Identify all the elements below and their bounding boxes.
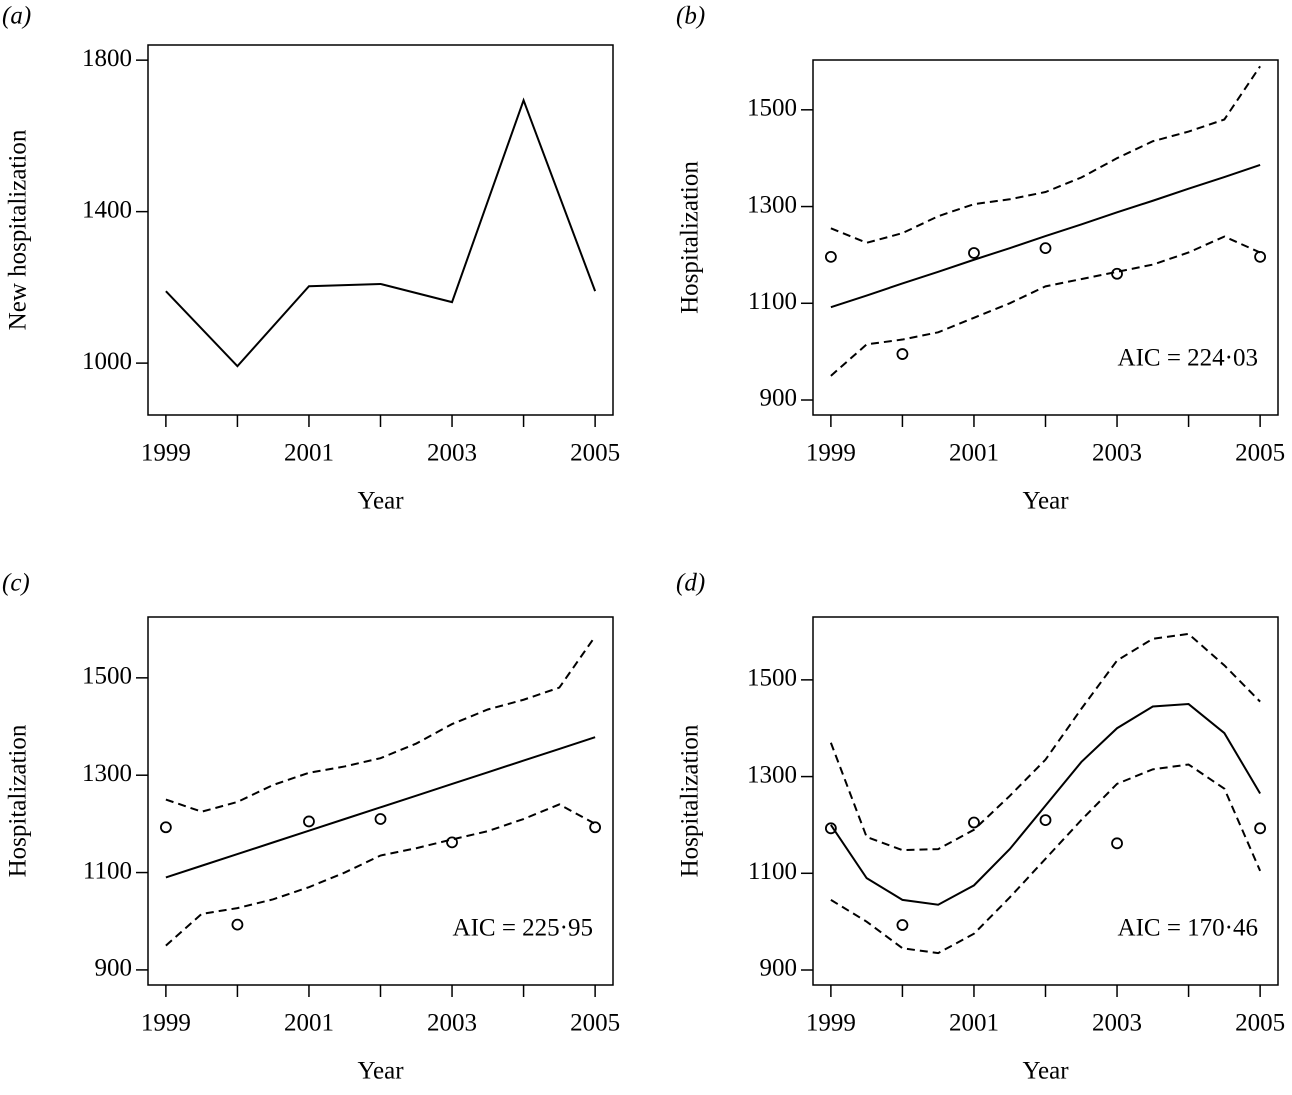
aic-annotation: AIC = 224·03 (1118, 345, 1258, 372)
panel-label: (d) (676, 570, 705, 597)
y-tick-label: 1500 (747, 95, 797, 122)
data-point (1254, 822, 1267, 835)
fit-line (830, 164, 1261, 309)
y-tick-label: 1800 (82, 45, 132, 72)
x-tick-label: 1999 (806, 1010, 856, 1037)
y-tick-label: 900 (95, 955, 133, 982)
panel-label: (a) (2, 3, 31, 30)
x-tick-label: 2001 (284, 440, 334, 467)
y-tick-label: 1100 (748, 858, 797, 885)
y-tick-label: 1500 (747, 665, 797, 692)
data-point (303, 815, 315, 828)
data-point (968, 816, 980, 829)
aic-annotation: AIC = 225·95 (453, 915, 593, 942)
upper-band (829, 632, 1261, 852)
x-tick-label: 2005 (570, 440, 620, 467)
y-tick-label: 900 (760, 385, 798, 412)
panel-label: (b) (676, 3, 705, 30)
y-axis-label: Hospitalization (677, 724, 704, 877)
y-tick-label: 1100 (748, 288, 797, 315)
panel-label: (c) (2, 570, 30, 597)
x-tick-label: 1999 (806, 440, 856, 467)
upper-band (165, 635, 596, 813)
data-point (968, 247, 980, 259)
y-tick-label: 1500 (82, 663, 132, 690)
x-axis-label: Year (1022, 488, 1069, 515)
data-point (446, 836, 458, 849)
y-tick-label: 1100 (83, 857, 132, 884)
data-point (896, 919, 909, 931)
y-axis-label: New hospitalization (5, 129, 32, 330)
plot-frame (147, 44, 614, 416)
upper-band (830, 65, 1261, 244)
x-tick-label: 2003 (427, 440, 477, 467)
lower-band (165, 803, 596, 947)
y-tick-label: 1300 (747, 761, 797, 788)
aic-annotation: AIC = 170·46 (1118, 915, 1258, 942)
lower-band (830, 763, 1262, 955)
data-point (1254, 250, 1267, 263)
x-axis-label: Year (357, 1058, 404, 1085)
data-point (824, 822, 837, 835)
data-line (165, 97, 597, 368)
y-axis-label: Hospitalization (5, 724, 32, 877)
x-axis-label: Year (1022, 1058, 1069, 1085)
data-point (1111, 267, 1123, 280)
x-tick-label: 1999 (141, 1010, 191, 1037)
lower-band (830, 235, 1261, 377)
data-point (1111, 837, 1123, 850)
x-tick-label: 2003 (1092, 1010, 1142, 1037)
x-tick-label: 2001 (284, 1010, 334, 1037)
y-tick-label: 900 (760, 955, 798, 982)
data-point (896, 348, 909, 360)
data-point (589, 821, 602, 834)
data-point (374, 813, 387, 825)
x-tick-label: 2003 (1092, 440, 1142, 467)
data-point (231, 918, 244, 931)
fit-line (830, 703, 1261, 906)
x-tick-label: 1999 (141, 440, 191, 467)
data-point (824, 250, 837, 263)
data-point (1039, 814, 1052, 827)
data-point (159, 821, 172, 834)
x-tick-label: 2005 (1235, 1010, 1285, 1037)
y-tick-label: 1300 (82, 760, 132, 787)
y-tick-label: 1400 (82, 196, 132, 223)
x-tick-label: 2001 (949, 440, 999, 467)
y-axis-label: Hospitalization (677, 161, 704, 314)
x-axis-label: Year (357, 488, 404, 515)
data-point (1039, 242, 1052, 255)
y-tick-label: 1000 (82, 348, 132, 375)
y-tick-label: 1300 (747, 191, 797, 218)
fit-line (165, 736, 596, 879)
x-tick-label: 2005 (570, 1010, 620, 1037)
x-tick-label: 2005 (1235, 440, 1285, 467)
x-tick-label: 2003 (427, 1010, 477, 1037)
x-tick-label: 2001 (949, 1010, 999, 1037)
